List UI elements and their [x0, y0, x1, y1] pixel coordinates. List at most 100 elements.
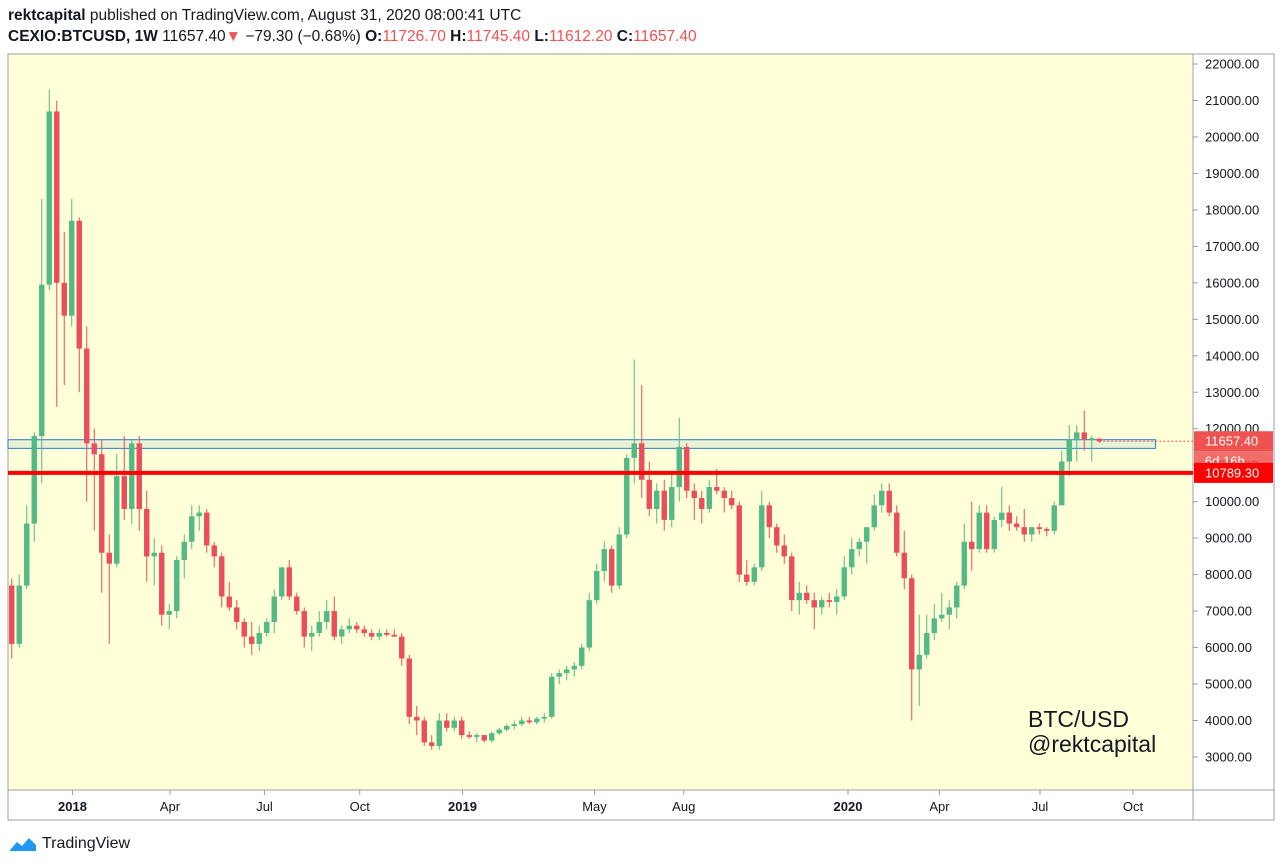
- candle-body: [84, 348, 90, 444]
- candle-body: [781, 545, 787, 557]
- candle-body: [916, 654, 922, 670]
- candle-body: [271, 596, 277, 623]
- candle-body: [136, 443, 142, 509]
- candle-body: [774, 527, 780, 546]
- candle-body: [541, 716, 547, 719]
- y-tick-label: 9000.00: [1205, 531, 1252, 546]
- candle-body: [1074, 432, 1080, 440]
- ohlc-value: 11657.40: [633, 28, 697, 45]
- header: rektcapital published on TradingView.com…: [8, 5, 697, 47]
- candle-body: [241, 622, 247, 637]
- y-tick-label: 8000.00: [1205, 567, 1252, 582]
- publish-line: rektcapital published on TradingView.com…: [8, 5, 697, 26]
- candle-body: [429, 742, 435, 747]
- candle-body: [369, 632, 375, 637]
- candle-body: [204, 512, 210, 546]
- candle-body: [339, 629, 345, 637]
- candle-body: [729, 498, 735, 506]
- candle-body: [46, 111, 52, 285]
- candle-body: [639, 443, 645, 480]
- candle-body: [166, 611, 172, 615]
- y-tick-label: 18000.00: [1205, 202, 1259, 217]
- y-tick-label: 5000.00: [1205, 677, 1252, 692]
- ohlc-key: H:: [450, 28, 467, 45]
- candle-body: [601, 549, 607, 571]
- logo: [10, 838, 36, 851]
- y-tick-label: 22000.00: [1205, 57, 1259, 72]
- candle-body: [1089, 438, 1095, 440]
- candle-body: [1029, 527, 1035, 535]
- candle-body: [939, 614, 945, 619]
- y-tick-label: 10000.00: [1205, 494, 1259, 509]
- candle-body: [669, 487, 675, 520]
- candle-body: [444, 720, 450, 728]
- candle-body: [129, 443, 135, 509]
- candle-body: [189, 516, 195, 542]
- quote-line: CEXIO:BTCUSD, 1W 11657.40▼ −79.30 (−0.68…: [8, 26, 697, 47]
- candle-body: [961, 541, 967, 586]
- candle-body: [1059, 461, 1065, 506]
- candle-body: [354, 625, 360, 630]
- y-tick-label: 7000.00: [1205, 604, 1252, 619]
- candle-body: [826, 600, 832, 602]
- candle-body: [331, 611, 337, 637]
- candle-body: [571, 665, 577, 670]
- change: −79.30 (−0.68%): [245, 28, 361, 45]
- candle-body: [1066, 439, 1072, 462]
- annotation: BTC/USD: [1028, 706, 1129, 732]
- candle-body: [489, 733, 495, 741]
- candle-body: [991, 519, 997, 550]
- candle-body: [106, 552, 112, 564]
- level-label: 10789.30: [1205, 465, 1259, 480]
- candle-body: [1081, 432, 1087, 440]
- candle-body: [676, 446, 682, 488]
- candle-body: [736, 505, 742, 575]
- candle-body: [144, 508, 150, 557]
- candle-body: [16, 585, 22, 644]
- candle-body: [759, 505, 765, 568]
- candle-body: [849, 549, 855, 568]
- candle-body: [894, 512, 900, 553]
- candle-body: [804, 592, 810, 601]
- candle-body: [226, 596, 232, 608]
- candle-body: [121, 476, 127, 509]
- candle-body: [789, 556, 795, 601]
- y-tick-label: 4000.00: [1205, 713, 1252, 728]
- y-tick-label: 17000.00: [1205, 239, 1259, 254]
- last-price-label: 11657.40: [1205, 434, 1258, 449]
- candle-body: [31, 436, 37, 524]
- last-price-box: [1194, 431, 1273, 452]
- candle-body: [406, 658, 412, 717]
- candle-body: [211, 545, 217, 557]
- candle-body: [976, 512, 982, 550]
- candle-body: [871, 505, 877, 528]
- candle-body: [24, 523, 30, 586]
- candle-body: [556, 673, 562, 677]
- candle-body: [564, 669, 570, 674]
- footer: TradingView: [8, 834, 130, 854]
- candle-body: [684, 446, 690, 491]
- candle-body: [511, 724, 517, 726]
- candle-body: [249, 636, 255, 644]
- candle-body: [1006, 512, 1012, 524]
- x-tick-label: 2020: [834, 799, 863, 814]
- candle-body: [579, 647, 585, 666]
- candle-body: [54, 111, 60, 283]
- x-tick-label: Apr: [929, 799, 950, 814]
- candle-body: [721, 490, 727, 499]
- x-tick-label: Apr: [160, 799, 181, 814]
- candle-body: [384, 632, 390, 635]
- candle-body: [969, 541, 975, 550]
- candle-body: [646, 479, 652, 509]
- x-tick-label: Jul: [1032, 799, 1049, 814]
- x-tick-label: Jul: [256, 799, 273, 814]
- candle-body: [1044, 529, 1050, 531]
- pane-border: [7, 53, 1275, 821]
- candle-body: [279, 567, 285, 597]
- candle-body: [76, 220, 82, 349]
- candle-body: [706, 487, 712, 509]
- ohlc-value: 11745.40: [466, 28, 531, 45]
- candle-body: [954, 585, 960, 608]
- x-tick-label: Oct: [350, 799, 371, 814]
